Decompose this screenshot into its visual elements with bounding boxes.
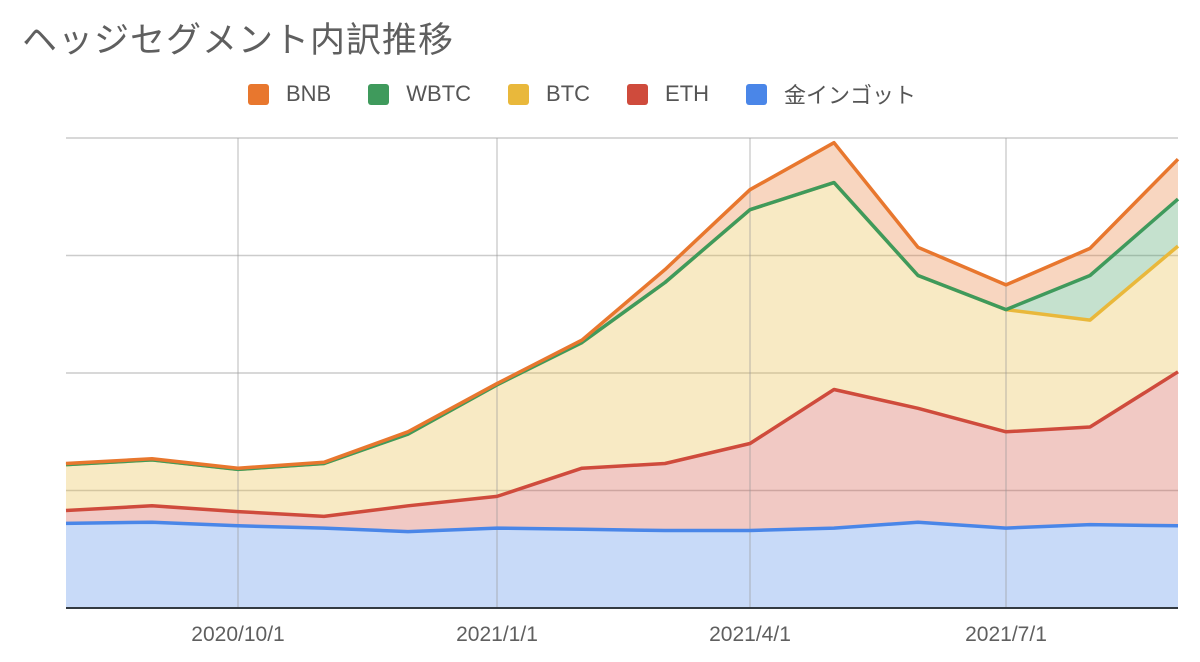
legend-item-bnb[interactable]: BNB [248,81,331,107]
legend-item-eth[interactable]: ETH [627,81,709,107]
legend-swatch-bnb-icon [248,83,269,105]
legend-swatch-btc-icon [508,83,530,105]
legend-label: WBTC [406,81,472,106]
x-tick-label: 2021/4/1 [709,623,791,646]
x-tick-label: 2021/1/1 [456,623,538,646]
legend-label: 金インゴット [784,83,917,108]
chart-legend: BNB WBTC BTC ETH 金インゴット [248,78,953,110]
line-金インゴット [65,520,1179,534]
line-BNB [65,140,1180,470]
area-BTC [66,182,1178,517]
area-ETH [66,371,1178,532]
series-lines [65,140,1180,534]
legend-swatch-gold-icon [746,83,768,105]
legend-label: ETH [665,81,710,106]
stacked-areas [66,142,1178,608]
x-tick-label: 2021/7/1 [965,623,1047,646]
legend-item-gold[interactable]: 金インゴット [746,78,916,110]
area-金インゴット [66,522,1178,608]
legend-item-wbtc[interactable]: WBTC [368,81,471,107]
legend-item-btc[interactable]: BTC [508,81,590,107]
x-tick-label: 2020/10/1 [191,623,284,646]
chart-title: ヘッジセグメント内訳推移 [22,21,455,61]
gridlines [66,137,1178,492]
legend-swatch-eth-icon [627,83,649,105]
legend-label: BTC [546,81,591,106]
legend-swatch-wbtc-icon [368,83,390,105]
legend-label: BNB [286,81,332,106]
x-axis-labels: 2020/10/1 2021/1/1 2021/4/1 2021/7/1 [191,623,1047,646]
line-ETH [65,370,1179,519]
